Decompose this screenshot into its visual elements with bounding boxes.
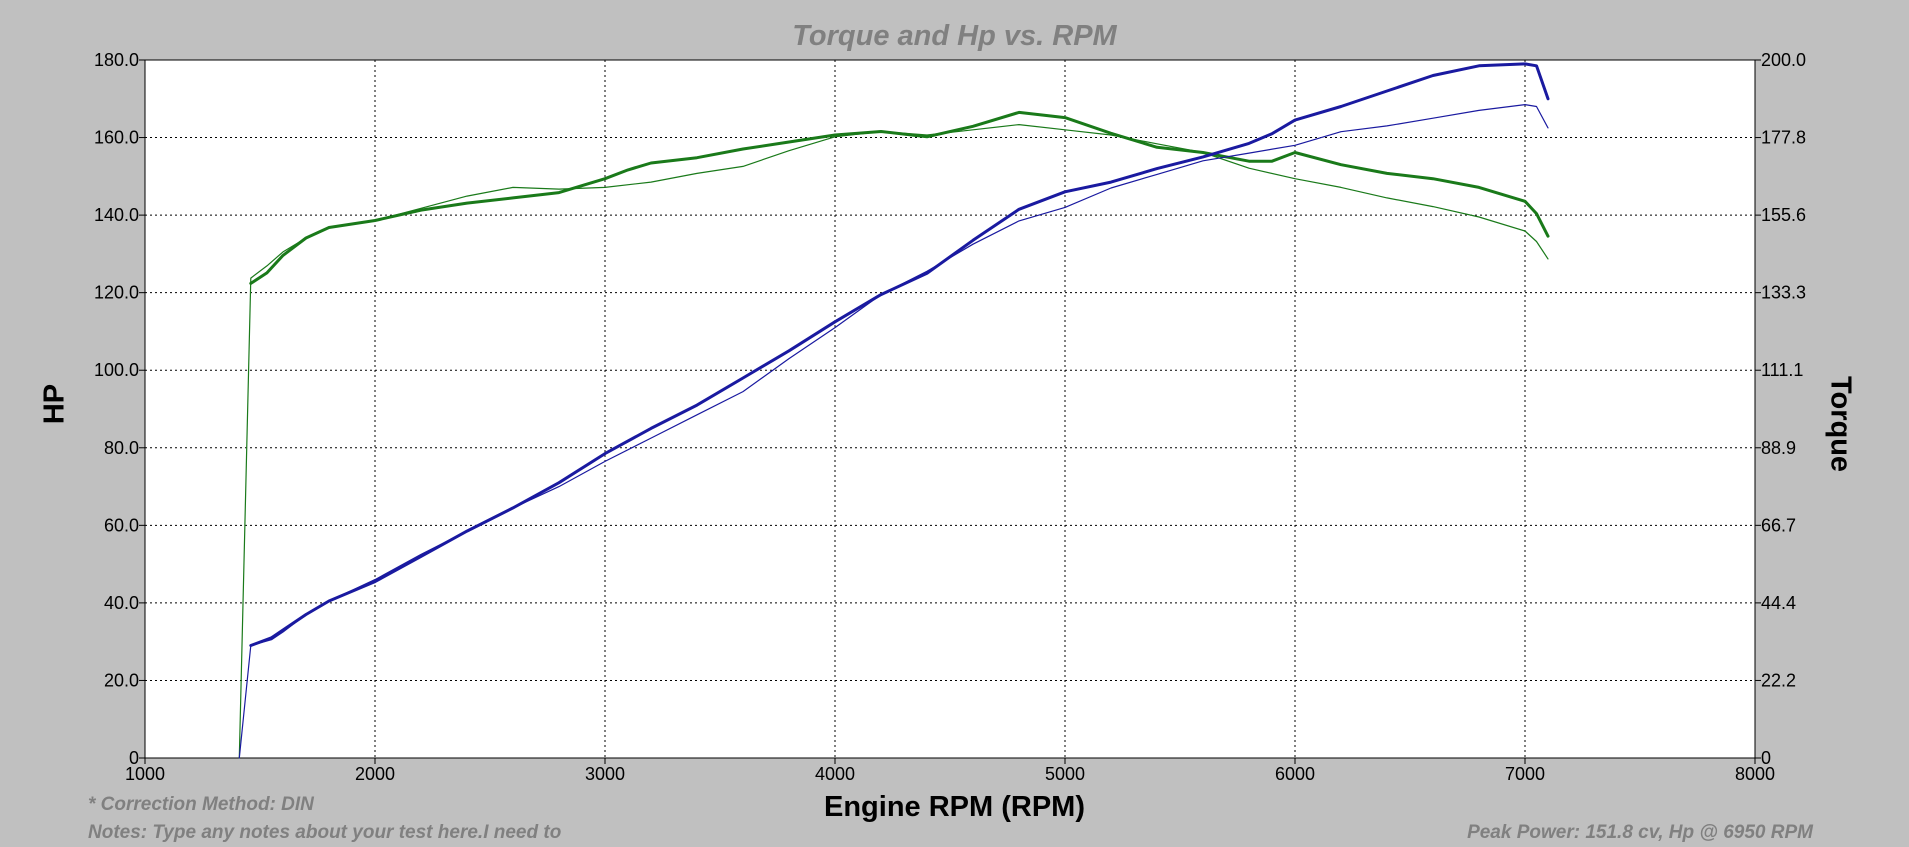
y-tick-label-left: 120.0 xyxy=(94,283,139,303)
x-tick-label: 2000 xyxy=(355,764,395,784)
torque-series-thin-line xyxy=(238,123,1549,759)
x-axis-label: Engine RPM (RPM) xyxy=(824,791,1085,823)
y-tick-label-left: 80.0 xyxy=(104,438,139,458)
x-tick-label: 3000 xyxy=(585,764,625,784)
y-tick-label-left: 0 xyxy=(129,748,139,768)
y-tick-label-right: 133.3 xyxy=(1761,283,1806,303)
y-tick-label-right: 22.2 xyxy=(1761,670,1796,690)
y-tick-label-right: 111.1 xyxy=(1761,360,1803,380)
y-tick-label-left: 40.0 xyxy=(104,593,139,613)
plot-area xyxy=(144,59,1756,759)
correction-method-note: * Correction Method: DIN xyxy=(88,794,314,815)
y-tick-label-right: 0 xyxy=(1761,748,1771,768)
x-tick-label: 8000 xyxy=(1735,764,1775,784)
y-tick-label-right: 155.6 xyxy=(1761,205,1806,225)
x-tick-label: 5000 xyxy=(1045,764,1085,784)
chart-title: Torque and Hp vs. RPM xyxy=(792,20,1117,52)
y-tick-label-left: 20.0 xyxy=(104,670,139,690)
y-tick-label-right: 88.9 xyxy=(1761,438,1796,458)
y-tick-label-left: 100.0 xyxy=(94,360,139,380)
y-tick-label-left: 180.0 xyxy=(94,50,139,70)
y-tick-label-right: 177.8 xyxy=(1761,128,1806,148)
hp-series-thin-line xyxy=(238,103,1549,759)
hp-series-thick-line xyxy=(249,62,1550,647)
y-tick-label-left: 60.0 xyxy=(104,515,139,535)
y-tick-label-right: 44.4 xyxy=(1761,593,1796,613)
x-tick-label: 6000 xyxy=(1275,764,1315,784)
x-tick-label: 4000 xyxy=(815,764,855,784)
x-tick-label: 7000 xyxy=(1505,764,1545,784)
x-tick-label: 1000 xyxy=(125,764,165,784)
y-tick-label-right: 200.0 xyxy=(1761,50,1806,70)
y-tick-label-left: 140.0 xyxy=(94,205,139,225)
peak-power-note: Peak Power: 151.8 cv, Hp @ 6950 RPM xyxy=(1467,822,1813,843)
y-tick-label-left: 160.0 xyxy=(94,128,139,148)
y-tick-label-right: 66.7 xyxy=(1761,515,1796,535)
test-notes: Notes: Type any notes about your test he… xyxy=(88,822,562,843)
